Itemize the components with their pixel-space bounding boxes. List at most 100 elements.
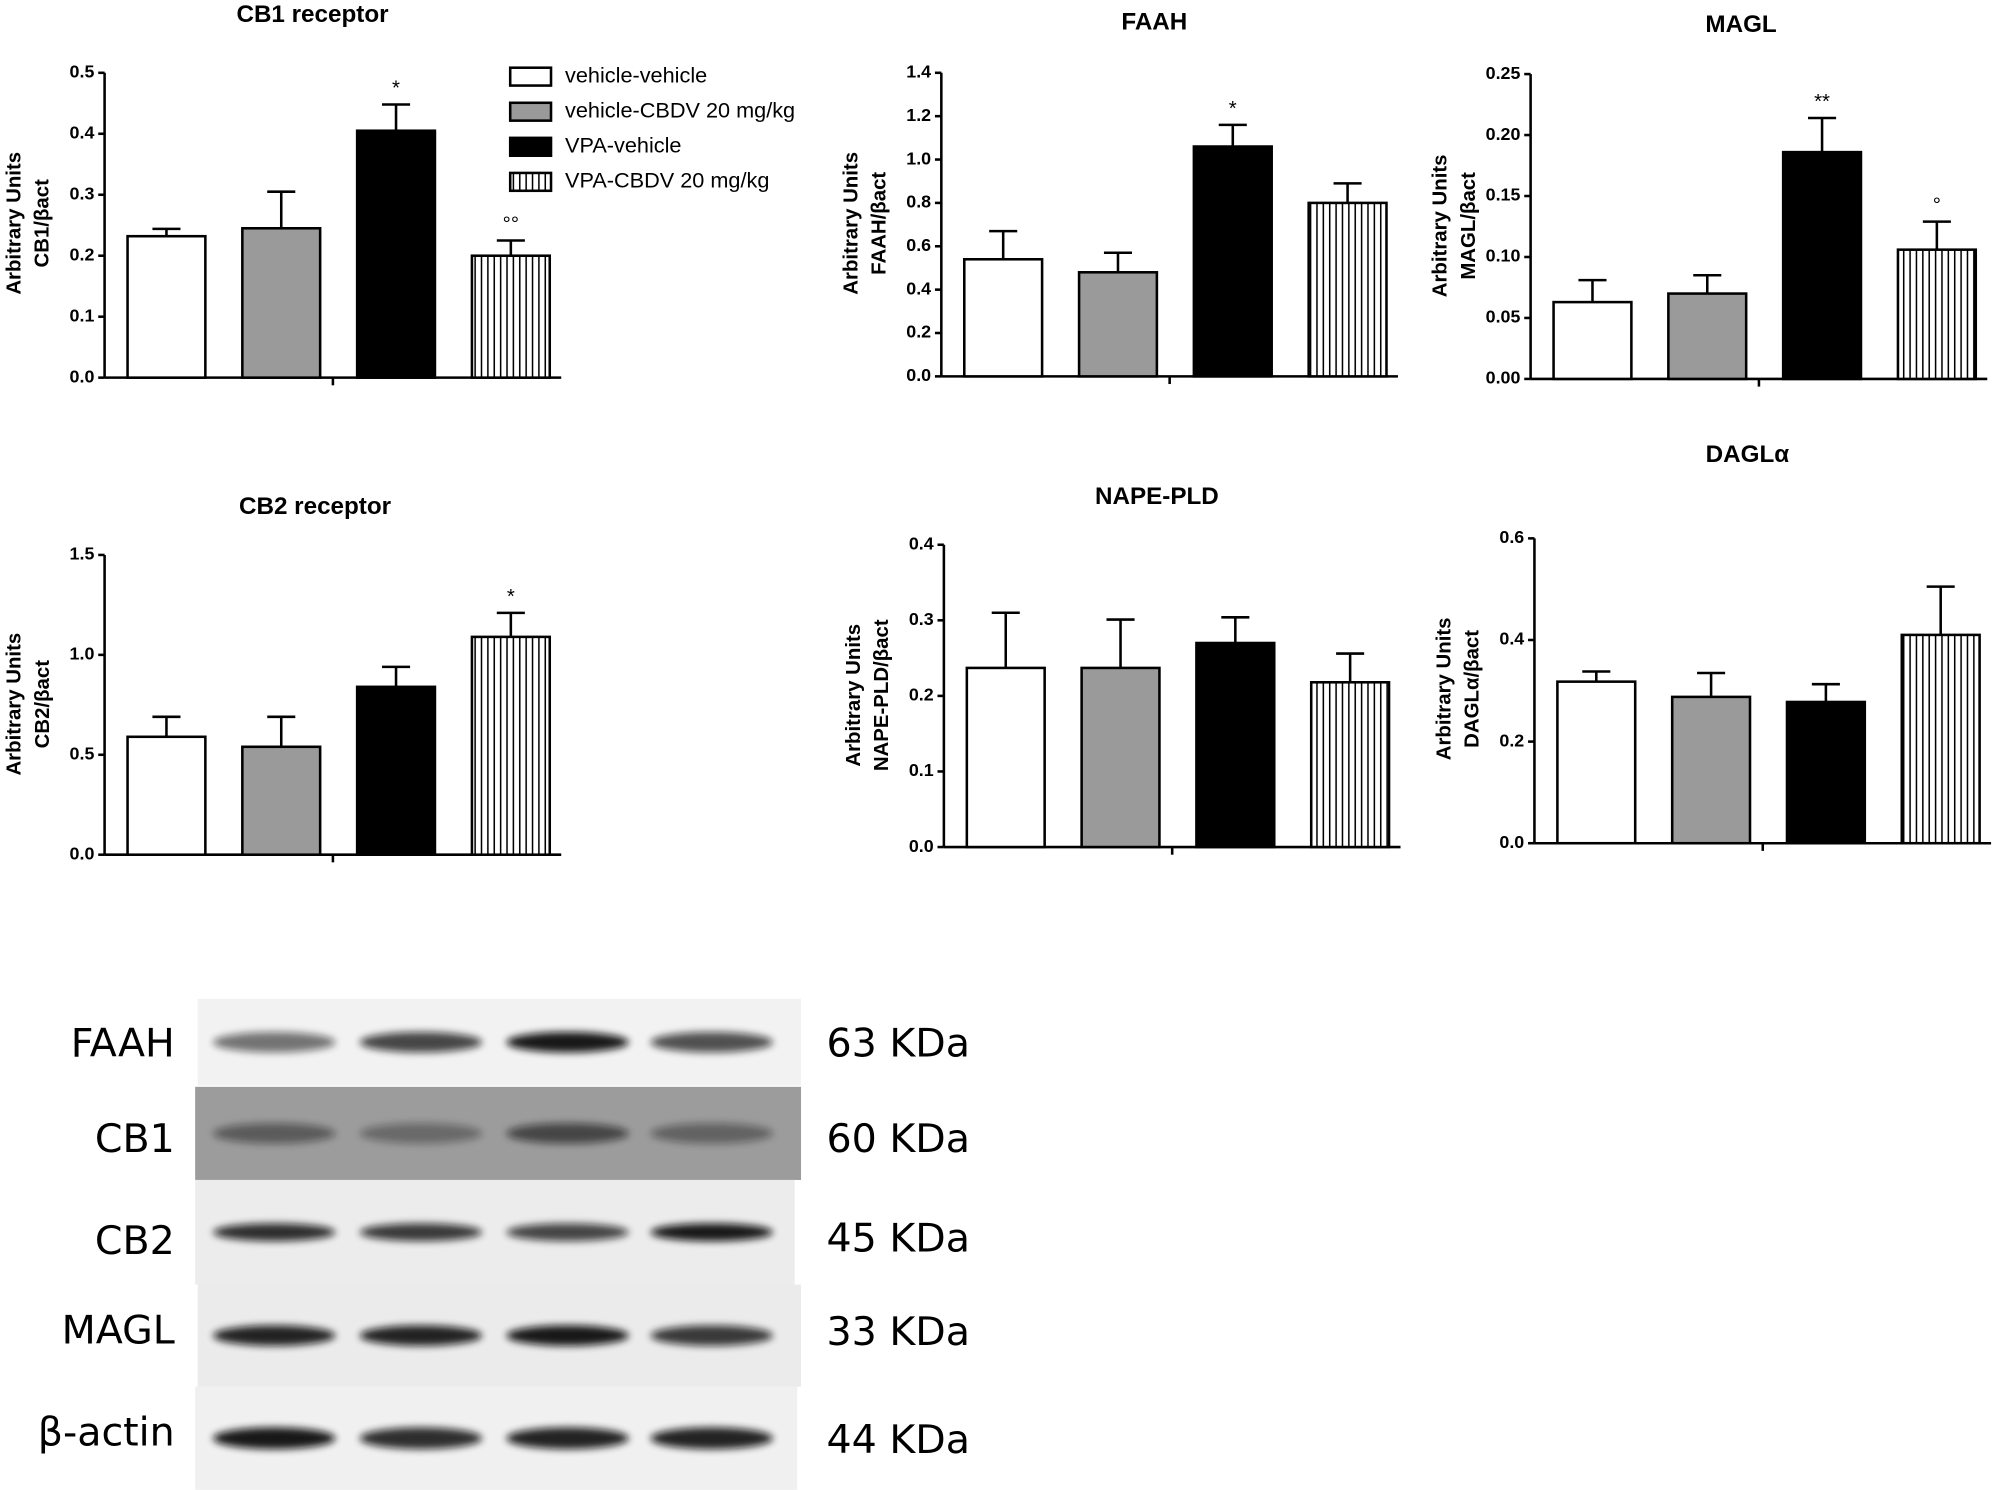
bar: [1667, 292, 1748, 381]
y-tick-label: 0.25: [1486, 63, 1521, 83]
legend-label: VPA-CBDV 20 mg/kg: [565, 168, 769, 193]
y-tick-label: 0.15: [1486, 185, 1521, 205]
y-tick-label: 1.0: [70, 644, 95, 664]
y-axis-label: Arbitrary Units: [843, 624, 865, 767]
y-tick-label: 1.5: [70, 544, 95, 564]
legend-label: vehicle-vehicle: [565, 62, 707, 87]
legend-swatch: [508, 101, 553, 122]
y-tick-label: 0.5: [70, 62, 95, 82]
bar: [355, 129, 437, 379]
y-axis-label: Arbitrary Units: [1430, 154, 1452, 297]
bar: [126, 234, 207, 379]
chart-title: CB1 receptor: [236, 1, 389, 28]
y-tick-label: 0.2: [70, 244, 95, 264]
bar: [241, 745, 322, 856]
y-tick-label: 0.3: [70, 183, 95, 203]
blot-band: [359, 1427, 483, 1450]
y-axis-label: Arbitrary Units: [4, 633, 26, 776]
y-axis-label: Arbitrary Units: [4, 152, 26, 295]
bar: [1077, 271, 1159, 378]
bar: [1192, 145, 1273, 378]
y-tick-label: 0.3: [909, 609, 934, 629]
y-tick-label: 0.4: [1499, 629, 1524, 649]
y-tick-label: 0.4: [909, 533, 934, 553]
blot-protein-label: MAGL: [62, 1308, 175, 1354]
blot-band: [359, 1123, 483, 1144]
blot-protein-label: β-actin: [38, 1410, 175, 1456]
y-tick-label: 1.0: [906, 148, 931, 168]
y-axis-label: Arbitrary Units: [1434, 617, 1456, 760]
blot-band: [359, 1031, 483, 1053]
legend-swatch: [508, 66, 553, 87]
y-tick-label: 0.10: [1486, 246, 1521, 266]
y-tick-label: 0.6: [1499, 527, 1524, 547]
bar: [963, 258, 1044, 378]
bar: [470, 635, 552, 856]
blot-band: [506, 1427, 629, 1450]
significance-label: °°: [503, 214, 519, 236]
chart-title: FAAH: [1121, 8, 1187, 35]
y-tick-label: 0.0: [70, 366, 95, 386]
bar: [1307, 201, 1388, 378]
chart-title: MAGL: [1705, 11, 1777, 38]
y-axis-label: CB1/βact: [32, 179, 54, 268]
bar: [470, 254, 552, 379]
y-axis-label: NAPE-PLD/βact: [871, 619, 893, 771]
y-axis-label: FAAH/βact: [868, 172, 890, 275]
blot-band: [506, 1223, 629, 1242]
blot-band: [650, 1123, 773, 1144]
blot-protein-label: CB1: [95, 1116, 175, 1162]
legend-label: vehicle-CBDV 20 mg/kg: [565, 97, 795, 122]
y-tick-label: 0.1: [909, 760, 934, 780]
y-tick-label: 0.2: [906, 322, 931, 342]
y-tick-label: 0.4: [906, 278, 931, 298]
blot-size-label: 44 KDa: [827, 1417, 970, 1463]
blot-size-label: 45 KDa: [827, 1216, 970, 1262]
y-tick-label: 0.2: [909, 685, 934, 705]
blot-protein-label: FAAH: [71, 1021, 175, 1067]
blot-band: [506, 1123, 629, 1144]
significance-label: °: [1933, 195, 1941, 217]
significance-label: **: [1814, 91, 1830, 113]
chart-title: NAPE-PLD: [1095, 483, 1219, 510]
blot-band: [650, 1223, 773, 1242]
bar: [1900, 633, 1981, 845]
y-tick-label: 0.6: [906, 235, 931, 255]
blot-band: [213, 1031, 336, 1053]
y-tick-label: 0.0: [1499, 832, 1524, 852]
y-tick-label: 0.8: [906, 192, 931, 212]
y-tick-label: 0.00: [1486, 368, 1521, 388]
y-tick-label: 0.0: [70, 843, 95, 863]
significance-label: *: [1229, 98, 1237, 120]
blot-band: [359, 1325, 483, 1346]
y-tick-label: 0.0: [906, 365, 931, 385]
legend-swatch: [508, 171, 553, 193]
significance-label: *: [507, 586, 515, 608]
blot-size-label: 33 KDa: [827, 1309, 970, 1355]
y-axis-label: CB2/βact: [32, 660, 54, 749]
bar: [1781, 150, 1863, 381]
bar: [355, 685, 437, 856]
chart-title: CB2 receptor: [239, 493, 392, 520]
blot-band: [213, 1223, 336, 1242]
bar: [1309, 681, 1391, 849]
bar: [126, 735, 207, 856]
y-tick-label: 0.2: [1499, 730, 1524, 750]
y-tick-label: 0.0: [909, 836, 934, 856]
y-axis-label: DAGLα/βact: [1462, 630, 1484, 748]
y-axis-label: Arbitrary Units: [840, 152, 862, 295]
significance-label: *: [392, 78, 400, 100]
bar: [965, 666, 1046, 849]
y-tick-label: 1.2: [906, 105, 931, 125]
blot-band: [359, 1223, 483, 1242]
y-axis-label: MAGL/βact: [1458, 172, 1480, 280]
blot-band: [650, 1031, 773, 1053]
blot-band: [506, 1031, 629, 1053]
bar: [1080, 666, 1161, 849]
blot-protein-label: CB2: [95, 1218, 175, 1264]
bar: [1556, 680, 1637, 845]
bar: [1785, 700, 1867, 845]
y-tick-label: 0.5: [70, 743, 95, 763]
bar: [1670, 695, 1752, 845]
